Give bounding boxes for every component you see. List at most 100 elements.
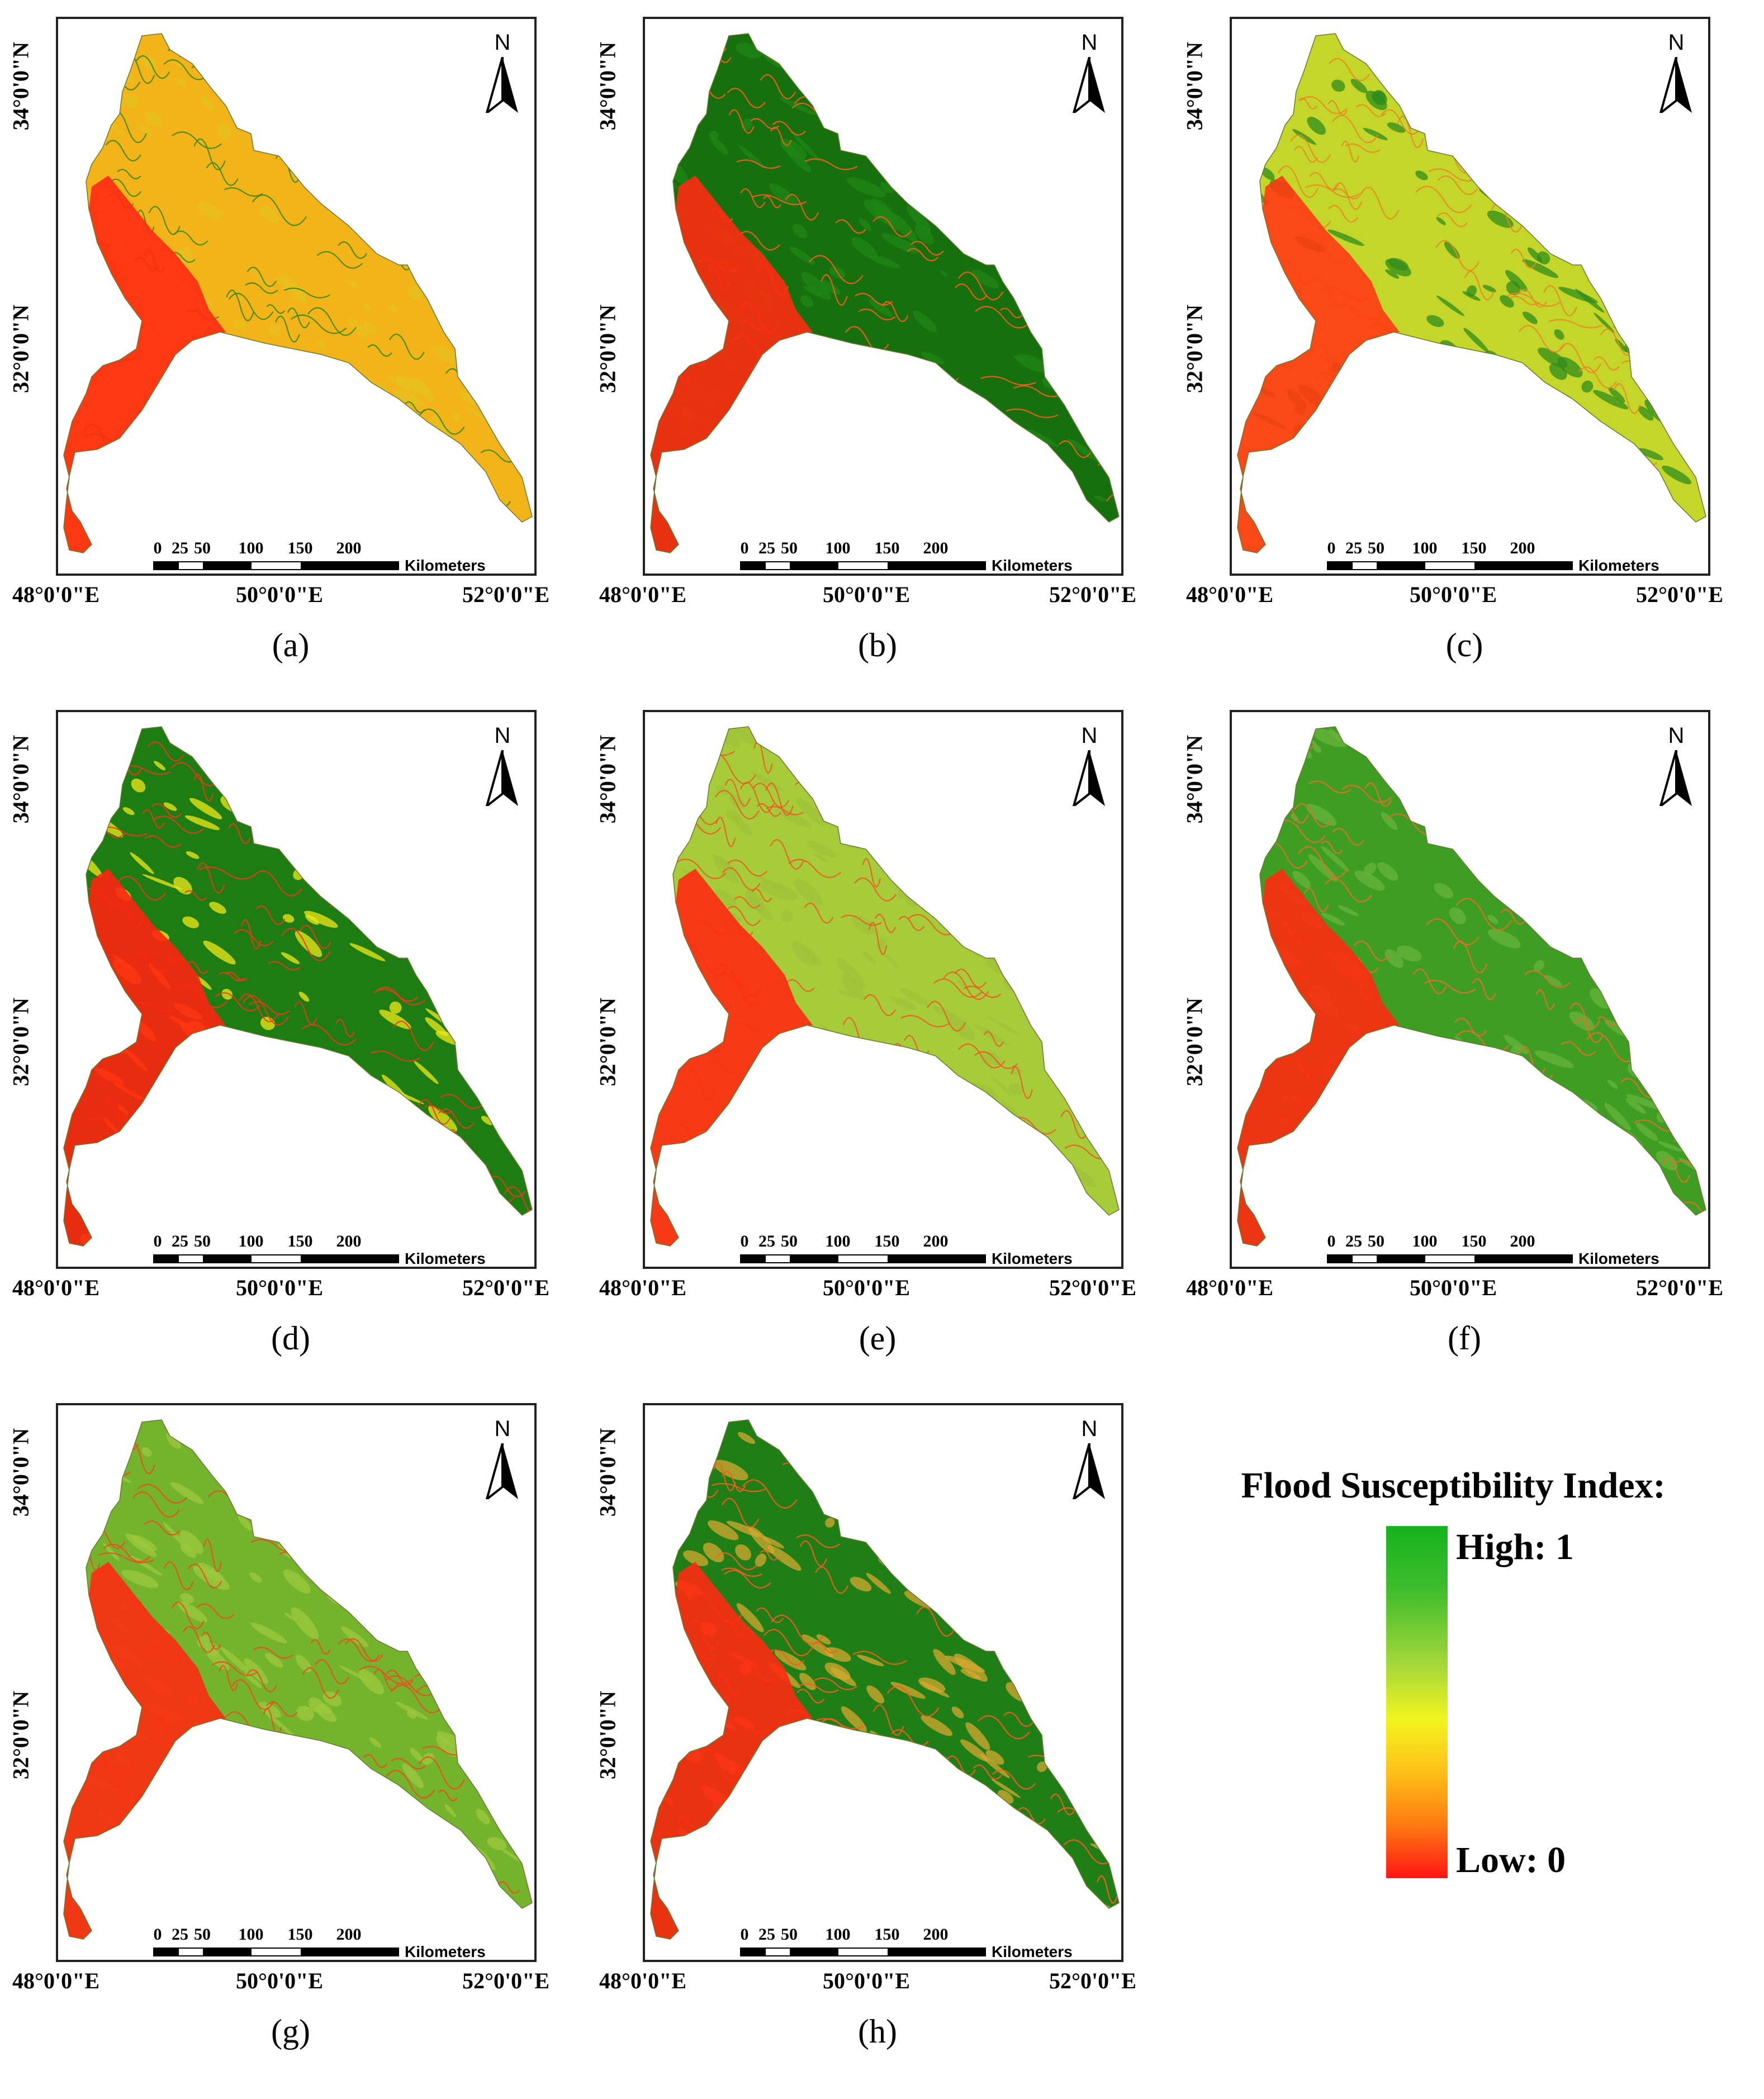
texture-patch — [297, 1452, 310, 1465]
texture-patch — [1274, 1000, 1304, 1018]
texture-patch — [250, 270, 273, 290]
texture-patch — [1516, 494, 1539, 517]
texture-patch — [955, 804, 981, 818]
basin-boundary — [63, 33, 533, 553]
drainage-line — [1407, 745, 1431, 761]
drainage-line — [194, 362, 242, 388]
texture-patch — [336, 1167, 344, 1175]
texture-patch — [789, 247, 815, 265]
drainage-line — [1518, 1207, 1566, 1230]
texture-patch — [685, 485, 699, 498]
texture-patch — [369, 1737, 382, 1748]
drainage-line — [252, 194, 307, 226]
drainage-line — [1275, 468, 1301, 490]
drainage-line — [525, 1596, 532, 1623]
drainage-line — [1654, 410, 1694, 423]
texture-patch — [1444, 1086, 1455, 1097]
texture-patch — [187, 473, 200, 481]
texture-patch — [1075, 200, 1094, 220]
drainage-line — [427, 860, 449, 880]
drainage-line — [268, 961, 301, 970]
drainage-line — [1549, 472, 1577, 496]
texture-patch — [1363, 863, 1377, 875]
texture-patch — [431, 1137, 452, 1155]
texture-patch — [1579, 146, 1591, 160]
texture-patch — [1384, 949, 1403, 968]
drainage-line — [1013, 385, 1064, 397]
texture-patch — [361, 128, 389, 159]
drainage-line — [736, 159, 781, 169]
texture-patch — [1338, 905, 1359, 916]
texture-patch — [1370, 1112, 1397, 1141]
drainage-line — [906, 102, 959, 116]
texture-patch — [1534, 1050, 1574, 1068]
scale-tick-label: 0 — [1327, 1232, 1336, 1250]
texture-patch — [850, 1576, 872, 1592]
scale-tick-label: 200 — [923, 539, 949, 557]
drainage-line — [82, 987, 112, 1003]
texture-patch — [268, 1830, 299, 1858]
drainage-line — [755, 373, 798, 393]
drainage-line — [1476, 1198, 1533, 1227]
latitude-tick: 32°0'0"N — [7, 975, 35, 1109]
texture-patch — [1041, 1479, 1053, 1491]
texture-patch — [400, 1174, 429, 1187]
drainage-line — [361, 1555, 417, 1567]
drainage-line — [136, 429, 192, 444]
drainage-line — [911, 240, 944, 255]
drainage-line — [802, 1826, 838, 1857]
drainage-line — [378, 743, 424, 762]
texture-patch — [866, 428, 888, 447]
texture-patch — [325, 515, 362, 535]
texture-patch — [839, 1742, 867, 1757]
texture-patch — [1042, 778, 1066, 792]
drainage-line — [804, 902, 834, 924]
texture-patch — [1638, 448, 1663, 461]
drainage-line — [325, 770, 368, 788]
scale-bar: 0 25 50 100 150 200 Kilometers — [153, 1925, 511, 1960]
drainage-line — [379, 760, 424, 794]
drainage-line — [374, 1577, 420, 1587]
drainage-line — [439, 281, 475, 302]
drainage-line — [152, 1203, 207, 1232]
drainage-line — [389, 1577, 426, 1587]
texture-patch — [383, 729, 418, 746]
texture-patch — [791, 1789, 811, 1801]
drainage-line — [689, 1853, 710, 1873]
texture-patch — [900, 988, 931, 1006]
drainage-line — [675, 858, 727, 879]
texture-patch — [330, 1441, 367, 1461]
drainage-line — [135, 55, 170, 79]
drainage-line — [449, 1571, 473, 1594]
texture-patch — [778, 1773, 790, 1784]
scale-tick-label: 200 — [336, 539, 362, 557]
drainage-line — [464, 1694, 510, 1707]
texture-patch — [498, 1570, 532, 1593]
texture-patch — [282, 1090, 309, 1115]
drainage-line — [453, 1683, 481, 1707]
drainage-line — [342, 124, 374, 144]
drainage-line — [198, 477, 229, 508]
scale-tick-label: 150 — [287, 1925, 313, 1944]
drainage-line — [806, 471, 843, 496]
drainage-line — [1661, 196, 1686, 215]
texture-patch — [1006, 806, 1036, 829]
drainage-line — [1333, 182, 1363, 210]
drainage-line — [1026, 1641, 1080, 1669]
texture-patch — [334, 96, 365, 122]
texture-patch — [1080, 223, 1106, 242]
drainage-line — [812, 371, 861, 391]
texture-patch — [1518, 1106, 1534, 1123]
drainage-line — [98, 1552, 154, 1563]
drainage-line — [278, 1861, 312, 1890]
texture-patch — [77, 1892, 91, 1903]
drainage-line — [509, 207, 532, 218]
north-label: N — [1668, 723, 1685, 748]
texture-patch — [870, 1061, 891, 1079]
drainage-line — [815, 1204, 848, 1236]
texture-patch — [795, 1841, 817, 1864]
texture-patch — [871, 356, 882, 369]
texture-patch — [443, 281, 465, 297]
drainage-line — [918, 1464, 957, 1490]
scale-segment — [1474, 1255, 1572, 1262]
